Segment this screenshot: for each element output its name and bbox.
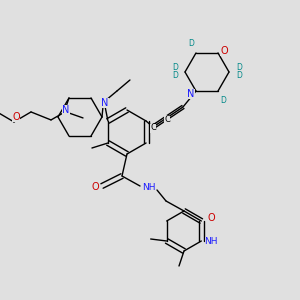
- Text: C: C: [164, 115, 170, 124]
- Text: O: O: [12, 112, 20, 122]
- Text: D: D: [172, 71, 178, 80]
- Text: N: N: [187, 89, 195, 99]
- Text: N: N: [101, 98, 109, 108]
- Text: D: D: [172, 64, 178, 73]
- Text: D: D: [188, 39, 194, 48]
- Text: N: N: [62, 105, 70, 115]
- Text: O: O: [208, 213, 215, 223]
- Text: NH: NH: [142, 184, 156, 193]
- Text: D: D: [236, 71, 242, 80]
- Text: D: D: [220, 96, 226, 105]
- Text: C: C: [150, 124, 156, 133]
- Text: D: D: [236, 64, 242, 73]
- Text: O: O: [91, 182, 99, 192]
- Text: O: O: [220, 46, 228, 56]
- Text: NH: NH: [205, 236, 218, 245]
